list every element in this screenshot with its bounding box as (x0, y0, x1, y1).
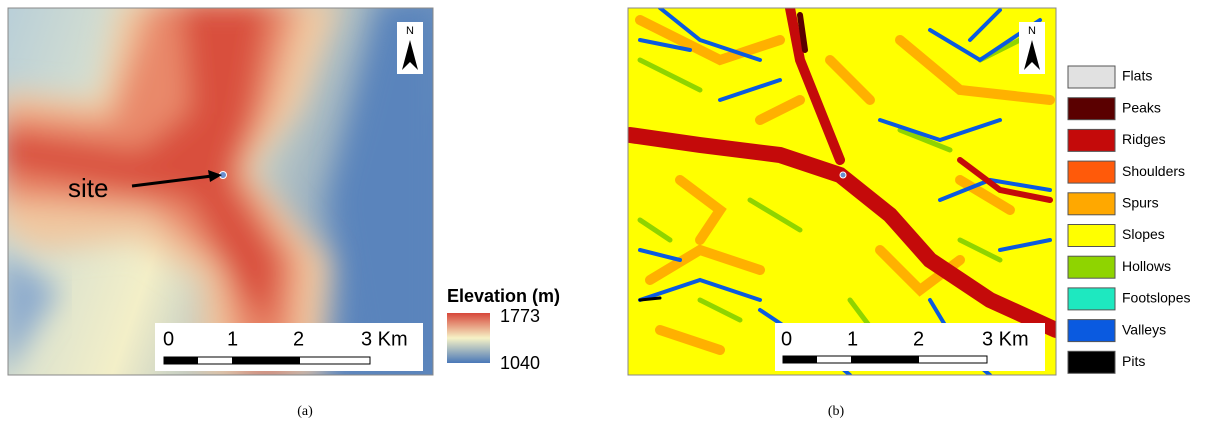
site-marker (840, 172, 846, 178)
scale-label: 0 (163, 328, 174, 350)
caption: (a) (297, 404, 313, 419)
legend-swatch (1068, 129, 1115, 151)
legend-swatch (1068, 351, 1115, 373)
legend-label: Slopes (1122, 226, 1165, 242)
caption: (b) (828, 404, 845, 419)
legend-label: Valleys (1122, 321, 1166, 337)
scale-label: 0 (781, 328, 792, 350)
legend-max: 1773 (500, 306, 540, 326)
north-label: N (1028, 25, 1036, 37)
legend-title: Elevation (m) (447, 286, 560, 306)
scale-label: 1 (227, 328, 238, 350)
legend-swatch (1068, 256, 1115, 278)
legend-swatch (1068, 98, 1115, 120)
legend-label: Ridges (1122, 131, 1166, 147)
legend-swatch (1068, 288, 1115, 310)
legend-swatch (1068, 66, 1115, 88)
north-label: N (406, 25, 414, 37)
scale-bar (164, 357, 370, 364)
legend-ramp (447, 313, 490, 363)
landform-map (628, 8, 1056, 375)
legend-label: Hollows (1122, 258, 1171, 274)
legend-swatch (1068, 225, 1115, 247)
legend-label: Footslopes (1122, 290, 1190, 306)
landform-legend: Flats Peaks Ridges Shoulders Spurs Slopes Holl… (1068, 66, 1190, 373)
legend-swatch (1068, 193, 1115, 215)
legend-label: Shoulders (1122, 163, 1185, 179)
legend-label: Peaks (1122, 99, 1161, 115)
legend-label: Flats (1122, 68, 1152, 84)
legend-min: 1040 (500, 353, 540, 373)
legend-label: Spurs (1122, 195, 1159, 211)
figure: site N 0 1 2 3 Km Elevation (m) 1773 104… (0, 0, 1210, 428)
scale-label: 3 Km (982, 328, 1029, 350)
legend-label: Pits (1122, 353, 1145, 369)
scale-label: 1 (847, 328, 858, 350)
scale-label: 2 (913, 328, 924, 350)
site-label: site (68, 173, 108, 203)
legend-swatch (1068, 161, 1115, 183)
scale-bar (783, 356, 987, 363)
legend-swatch (1068, 320, 1115, 342)
scale-label: 3 Km (361, 328, 408, 350)
scale-label: 2 (293, 328, 304, 350)
